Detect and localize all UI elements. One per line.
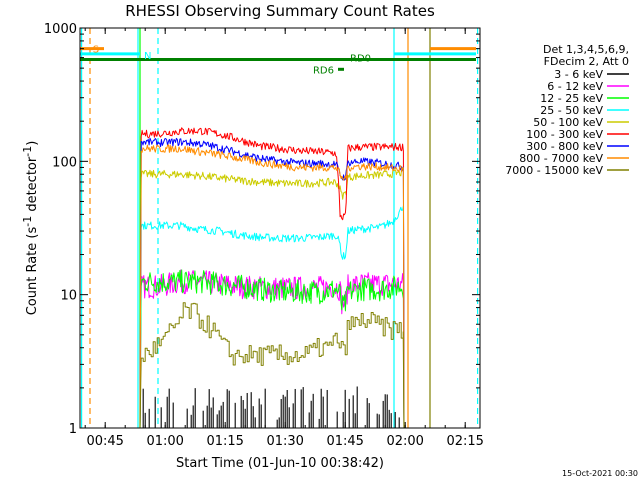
x-tick-label: 01:15	[206, 434, 243, 449]
legend-entry-7000-15000-kev: 7000 - 15000 keV	[505, 164, 603, 177]
band-label-s: S	[93, 45, 99, 56]
x-tick-label: 01:00	[146, 434, 183, 449]
chart-title: RHESSI Observing Summary Count Rates	[125, 2, 435, 20]
x-axis-label: Start Time (01-Jun-10 00:38:42)	[176, 456, 384, 471]
series-100-300-kev	[139, 127, 405, 428]
y-axis-label-main: Count Rate (s	[25, 227, 40, 316]
series-3-6-kev	[142, 386, 400, 428]
y-axis-ticks: 1 10 100 1000	[44, 22, 480, 437]
legend-entry-100-300-kev: 100 - 300 keV	[526, 128, 603, 141]
series-7000-15000-kev	[139, 302, 405, 428]
y-tick-label: 100	[52, 155, 77, 170]
band-label-n: N	[144, 51, 151, 62]
legend: Det 1,3,4,5,6,9,FDecim 2, Att 03 - 6 keV…	[505, 43, 629, 177]
legend-entry-12-25-kev: 12 - 25 keV	[540, 92, 603, 105]
legend-entry-25-50-kev: 25 - 50 keV	[540, 104, 603, 117]
legend-entry-800-7000-kev: 800 - 7000 keV	[519, 152, 603, 165]
x-tick-label: 00:45	[86, 434, 123, 449]
series-line	[139, 205, 405, 428]
y-tick-label: 10	[60, 289, 77, 304]
series-25-50-kev	[139, 205, 405, 428]
plot-frame	[79, 27, 481, 429]
legend-entry-3-6-kev: 3 - 6 keV	[554, 68, 603, 81]
y-axis-label-mid: detector	[25, 156, 40, 216]
y-axis-label: Count Rate (s-1 detector-1)	[21, 141, 40, 316]
x-axis-ticks: 00:45 01:00 01:15 01:30 01:45 02:00 02:15	[84, 28, 484, 449]
series-300-800-kev	[139, 137, 405, 428]
legend-entry-300-800-kev: 300 - 800 keV	[526, 140, 603, 153]
x-tick-label: 02:00	[386, 434, 423, 449]
x-tick-label: 01:30	[266, 434, 303, 449]
y-axis-label-sup-2: -1	[21, 146, 34, 157]
x-tick-label: 01:45	[326, 434, 363, 449]
series-line	[139, 137, 405, 428]
y-tick-label: 1000	[44, 22, 77, 37]
band-label-rd6: RD6	[313, 65, 334, 76]
x-tick-label: 02:15	[446, 434, 483, 449]
series-800-7000-kev	[139, 144, 405, 428]
y-tick-label: 1	[69, 422, 77, 437]
legend-entry-50-100-kev: 50 - 100 keV	[533, 116, 603, 129]
series-line	[139, 302, 405, 428]
legend-header-line: FDecim 2, Att 0	[544, 55, 629, 68]
series-50-100-kev	[139, 168, 405, 428]
legend-header-line: Det 1,3,4,5,6,9,	[543, 43, 629, 56]
legend-entry-6-12-kev: 6 - 12 keV	[547, 80, 603, 93]
series-line	[139, 144, 405, 428]
timestamp: 15-Oct-2021 00:30	[562, 469, 638, 478]
series-line	[139, 269, 405, 428]
series-line	[139, 127, 405, 428]
series-12-25-kev	[139, 269, 405, 428]
series-line	[139, 168, 405, 428]
band-label-rd0: RD0	[350, 54, 371, 65]
y-axis-label-end: )	[25, 141, 40, 146]
y-axis-label-sup-1: -1	[21, 216, 34, 227]
